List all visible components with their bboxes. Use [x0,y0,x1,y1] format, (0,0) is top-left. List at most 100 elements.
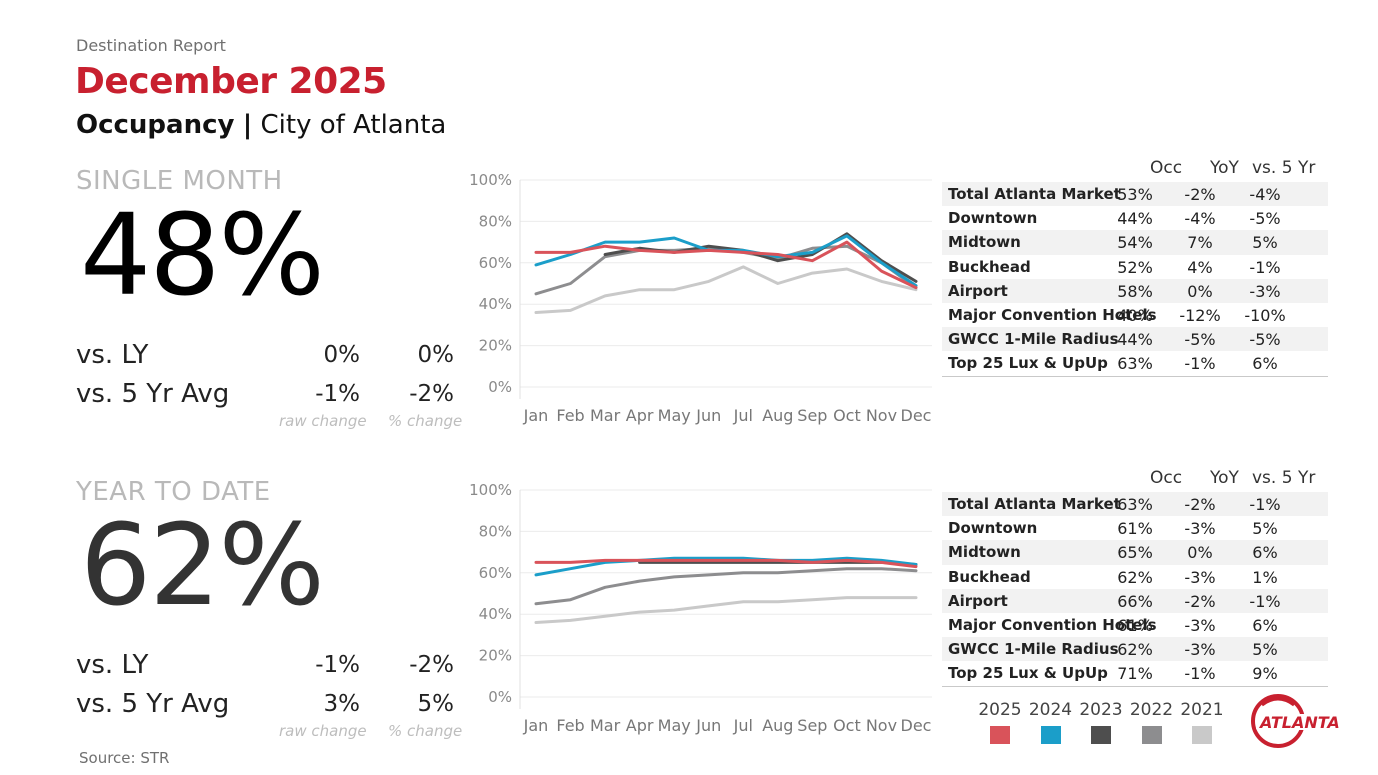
submarket-name: GWCC 1-Mile Radius [948,330,1119,349]
legend-swatch [990,726,1010,744]
table-row: Total Atlanta Market 53% -2% -4% [942,182,1328,207]
x-tick-label: Apr [626,406,654,425]
legend-year-label: 2022 [1129,700,1174,720]
table-row: Midtown 54% 7% 5% [942,230,1328,255]
x-tick-label: Jul [733,406,753,425]
single-month-raw-note: raw change [279,412,367,430]
location-name: City of Atlanta [260,110,447,140]
single-month-submarket-table: Occ YoY vs. 5 Yr Total Atlanta Market 53% -2%… [942,158,1328,377]
cell-occ: 66% [1117,591,1153,611]
y-tick-label: 0% [488,378,512,396]
ytd-label: YEAR TO DATE [76,477,271,507]
cell-vs5: -3% [1249,281,1281,301]
ytd-vs-ly-label: vs. LY [76,650,149,680]
ytd-vs-5yr-label: vs. 5 Yr Avg [76,689,230,719]
submarket-name: Midtown [948,543,1021,562]
series-line-2024 [534,556,918,577]
x-tick-label: Feb [556,716,584,735]
table-row: Downtown 44% -4% -5% [942,206,1328,230]
cell-vs5: 9% [1252,664,1278,684]
cell-yoy: 7% [1187,233,1213,253]
series-line-2025 [534,558,918,569]
column-header: Occ [1150,158,1183,178]
report-label: Destination Report [76,36,226,55]
column-header: vs. 5 Yr [1252,158,1316,178]
table-row: Top 25 Lux & UpUp 71% -1% 9% [942,661,1328,685]
ytd-vs-ly-pct: -2% [409,652,454,678]
x-tick-label: May [658,716,691,735]
table-row: Top 25 Lux & UpUp 63% -1% 6% [942,351,1328,375]
single-month-value: 48% [80,191,325,321]
cell-occ: 71% [1117,664,1153,684]
column-header: Occ [1150,468,1183,488]
logo-wordmark: ATLANTA [1258,713,1340,732]
series-line-2021 [534,596,918,624]
ytd-pct-note: % change [388,722,463,740]
cell-vs5: 6% [1252,543,1278,563]
single-month-vs-ly-label: vs. LY [76,340,149,370]
cell-vs5: 1% [1252,567,1278,587]
legend-item-2024: 2024 [1025,700,1077,744]
legend-year-label: 2024 [1028,700,1073,720]
submarket-name: Total Atlanta Market [948,495,1121,513]
y-tick-label: 60% [479,254,512,272]
legend-item-2021: 2021 [1176,700,1228,744]
cell-vs5: 6% [1252,615,1278,635]
cell-vs5: -5% [1249,330,1281,350]
cell-yoy: -3% [1184,640,1216,660]
cell-occ: 65% [1117,543,1153,563]
single-month-pct-note: % change [388,412,463,430]
table-row: Major Convention Hotels 61% -3% 6% [942,613,1328,637]
cell-vs5: -1% [1249,257,1281,277]
submarket-name: Top 25 Lux & UpUp [948,354,1108,373]
single-month-vs-5yr-raw: -1% [315,381,360,407]
cell-yoy: -2% [1184,495,1216,514]
single-month-label: SINGLE MONTH [76,166,283,196]
x-tick-label: Jan [523,716,549,735]
cell-occ: 40% [1117,305,1153,325]
x-tick-label: Sep [797,716,827,735]
column-header: vs. 5 Yr [1252,468,1316,488]
cell-occ: 61% [1117,615,1153,635]
table-row: Airport 66% -2% -1% [942,588,1328,613]
cell-occ: 44% [1117,330,1153,350]
source-note: Source: STR [79,749,170,767]
x-tick-label: Sep [797,406,827,425]
table-row: Total Atlanta Market 63% -2% -1% [942,492,1328,517]
cell-occ: 63% [1117,495,1153,514]
legend-year-label: 2025 [978,700,1022,720]
x-tick-label: Oct [833,716,861,735]
x-tick-label: Jun [695,716,721,735]
table-bottom-rule [942,375,1328,377]
x-tick-label: Oct [833,406,861,425]
submarket-name: Downtown [948,209,1038,228]
table-bottom-rule [942,685,1328,687]
cell-occ: 44% [1117,209,1153,229]
cell-vs5: 5% [1252,640,1278,660]
series-line-2025 [534,240,918,290]
cell-yoy: -5% [1184,330,1216,350]
y-tick-label: 20% [479,647,512,665]
y-tick-label: 100% [469,171,512,189]
y-tick-label: 100% [469,481,512,499]
x-tick-label: Nov [866,406,897,425]
y-tick-label: 40% [479,295,512,313]
cell-yoy: -2% [1184,185,1216,204]
ytd-line-chart: 0% 20% 40% 60% 80% 100% Jan Feb Mar Apr May Jun Jul A… [469,481,932,735]
table-row: GWCC 1-Mile Radius 62% -3% 5% [942,637,1328,662]
cell-occ: 53% [1117,185,1153,204]
x-tick-label: Aug [762,716,793,735]
cell-yoy: 0% [1187,543,1213,563]
series-line-2021 [534,265,918,314]
cell-vs5: -10% [1244,305,1286,325]
cell-yoy: -1% [1184,354,1216,374]
y-tick-label: 80% [479,522,512,540]
table-header: Occ YoY vs. 5 Yr [942,468,1328,492]
cell-yoy: -2% [1184,591,1216,611]
x-tick-label: Mar [590,716,621,735]
cell-vs5: -1% [1249,591,1281,611]
single-month-line-chart: 0% 20% 40% 60% 80% 100% Jan Feb Mar Apr May Jun Jul A… [469,171,932,425]
title-separator: | [242,110,253,140]
cell-vs5: 5% [1252,519,1278,539]
legend-year-label: 2023 [1079,700,1123,720]
